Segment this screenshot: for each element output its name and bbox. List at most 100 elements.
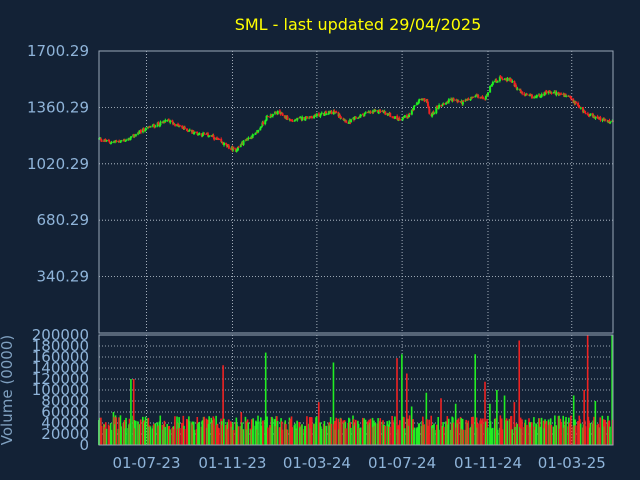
candle-body <box>276 110 279 115</box>
candle-body <box>452 98 455 101</box>
x-tick-label: 01-07-23 <box>112 454 180 472</box>
volume-bar <box>574 425 577 445</box>
candle-body <box>396 115 399 120</box>
volume-bar <box>311 417 313 445</box>
volume-bar <box>218 428 220 445</box>
candle-body <box>601 119 604 121</box>
candle-body <box>558 93 561 95</box>
candle-body <box>462 100 465 102</box>
candle-body <box>166 120 169 122</box>
candle-body <box>274 111 277 113</box>
volume-bar <box>491 427 494 445</box>
candle-body <box>304 119 307 121</box>
candle-body <box>547 90 550 94</box>
candle-body <box>389 113 392 117</box>
candle-body <box>313 115 316 119</box>
volume-bar <box>486 427 489 445</box>
candle-body <box>374 110 377 112</box>
candle-body <box>589 113 592 115</box>
candle-body <box>604 119 607 121</box>
candle-body <box>431 113 434 117</box>
volume-bar <box>438 429 440 445</box>
candle-body <box>505 79 508 81</box>
volume-bar <box>262 420 264 445</box>
volume-bar <box>276 420 279 445</box>
candle-body <box>457 100 460 102</box>
candle-body <box>480 97 483 99</box>
volume-bar <box>291 427 294 445</box>
candle-body <box>407 116 410 118</box>
candle-body <box>594 116 597 119</box>
volume-bar <box>223 418 225 445</box>
candle-body <box>540 94 543 97</box>
candle-body <box>493 81 496 83</box>
candle-body <box>530 94 533 99</box>
volume-bar <box>454 403 457 445</box>
volume-bar <box>237 426 240 445</box>
candle-body <box>153 124 156 128</box>
candle-body <box>506 77 509 82</box>
volume-bar <box>583 390 585 445</box>
volume-bar <box>130 379 132 445</box>
candle-body <box>334 111 337 113</box>
candle-body <box>398 117 401 120</box>
candle-body <box>164 119 167 122</box>
volume-bar <box>139 419 142 445</box>
candle-body <box>593 115 596 117</box>
candle-body <box>278 110 281 114</box>
volume-bar <box>535 424 538 445</box>
x-axis: 01-07-23 01-11-23 01-03-24 01-07-24 01-11-24… <box>112 454 605 472</box>
volume-bar <box>594 401 597 445</box>
candle-body <box>236 146 239 151</box>
candle-body <box>415 103 418 105</box>
candle-body <box>596 116 599 119</box>
candle-body <box>251 134 254 138</box>
volume-bar <box>609 426 611 445</box>
candle-body <box>208 135 211 137</box>
volume-bar <box>257 415 259 445</box>
candle-body <box>319 114 322 117</box>
candle-body <box>515 87 518 89</box>
price-tick-label: 1700.29 <box>27 42 89 60</box>
volume-bar <box>501 429 504 445</box>
candle-body <box>308 117 311 119</box>
price-panel-frame <box>98 50 614 334</box>
candle-body <box>262 122 265 125</box>
volume-bar <box>203 416 206 445</box>
volume-bar <box>271 418 274 445</box>
volume-bar <box>586 335 589 445</box>
volume-bar <box>149 426 152 445</box>
volume-bar <box>584 426 587 445</box>
volume-bar <box>374 422 377 445</box>
candle-body <box>513 81 516 87</box>
volume-bar <box>405 373 408 445</box>
candle-body <box>293 120 296 122</box>
candle-body <box>169 120 172 123</box>
candle-body <box>167 119 170 121</box>
candle-body <box>387 113 390 115</box>
candle-body <box>345 120 348 123</box>
candle-body <box>120 140 123 142</box>
volume-bar <box>213 418 215 445</box>
volume-bar <box>301 424 303 445</box>
volume-bar <box>286 429 289 445</box>
candle-body <box>172 121 175 125</box>
candle-body <box>588 114 591 116</box>
candle-body <box>304 116 307 120</box>
candle-body <box>247 137 250 140</box>
volume-bar <box>511 429 514 445</box>
volume-bars <box>98 335 614 445</box>
candle-body <box>564 93 567 97</box>
candle-body <box>511 81 514 83</box>
candle-body <box>549 91 552 93</box>
volume-bar <box>306 416 308 445</box>
volume-bar <box>545 421 548 445</box>
candle-body <box>323 112 326 116</box>
candle-body <box>242 140 245 145</box>
candle-body <box>477 95 480 98</box>
volume-bar <box>457 418 460 445</box>
candle-body <box>500 77 503 79</box>
volume-bar <box>440 398 442 445</box>
candle-body <box>171 120 174 123</box>
volume-bar <box>154 423 157 445</box>
